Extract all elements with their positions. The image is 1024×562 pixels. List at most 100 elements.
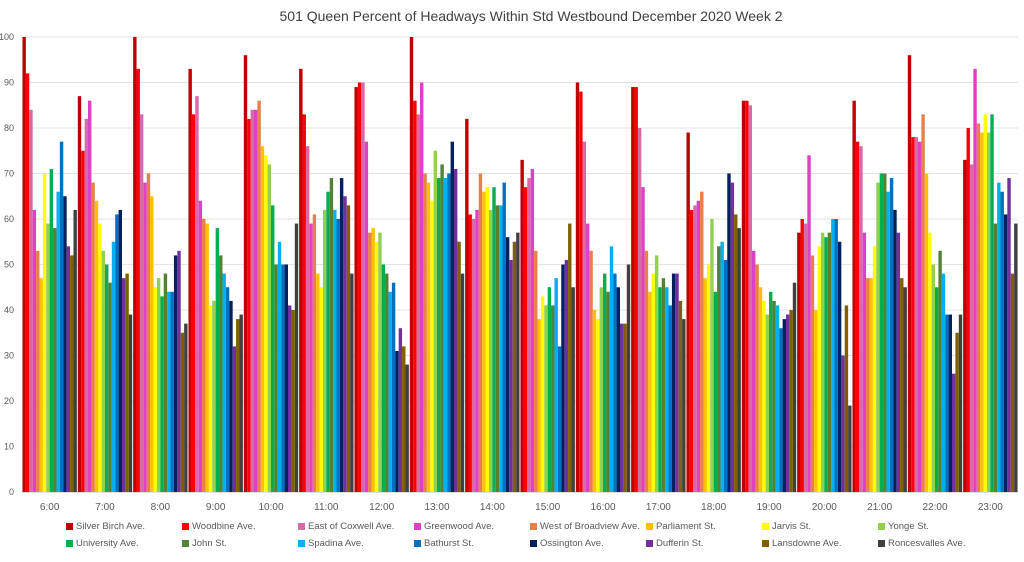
bar	[976, 123, 981, 492]
x-tick-label: 12:00	[369, 502, 394, 513]
bar	[900, 278, 904, 492]
bar	[413, 100, 417, 492]
bar	[509, 259, 513, 492]
bar	[807, 155, 811, 493]
bar	[264, 155, 268, 493]
bar	[782, 319, 786, 492]
bar	[49, 168, 54, 492]
y-tick-label: 80	[4, 123, 14, 133]
bar	[482, 191, 486, 492]
bar	[938, 250, 942, 492]
y-tick-label: 90	[4, 78, 14, 88]
y-tick-label: 70	[4, 169, 14, 179]
legend-item: East of Coxwell Ave.	[298, 521, 414, 532]
bar	[896, 232, 901, 492]
bars	[22, 37, 1018, 493]
bar	[596, 319, 600, 492]
bar	[772, 300, 776, 492]
bar	[568, 223, 572, 493]
bar	[678, 300, 683, 492]
bar	[354, 87, 358, 493]
bar	[693, 205, 697, 492]
bar	[188, 68, 192, 492]
bar	[641, 187, 645, 492]
bar	[824, 237, 828, 492]
bar	[339, 178, 344, 493]
bar	[554, 278, 558, 492]
legend-swatch	[66, 523, 73, 530]
legend-item: Bathurst St.	[414, 538, 530, 549]
bar	[557, 346, 562, 492]
bar	[523, 187, 528, 492]
bar	[762, 300, 766, 492]
bar	[247, 118, 251, 493]
legend-item: Woodbine Ave.	[182, 521, 298, 532]
bar	[502, 182, 506, 492]
legend-label: University Ave.	[76, 538, 139, 549]
bar	[1014, 223, 1018, 493]
bar	[889, 178, 894, 493]
bar	[385, 273, 389, 492]
legend-item: West of Broadview Ave.	[530, 521, 646, 532]
bar	[623, 323, 627, 492]
bar	[488, 209, 493, 492]
bar	[36, 250, 40, 492]
legend-item: Roncesvalles Ave.	[878, 538, 994, 549]
x-tick-label: 19:00	[756, 502, 781, 513]
bar	[814, 310, 818, 492]
bar	[105, 264, 109, 492]
bar	[928, 232, 932, 492]
bar	[575, 82, 580, 492]
bar	[350, 273, 354, 492]
bar	[966, 128, 970, 492]
bar	[948, 314, 952, 492]
bar	[291, 310, 295, 492]
bar	[993, 223, 998, 493]
legend-item: John St.	[182, 538, 298, 549]
bar	[800, 219, 804, 492]
bar	[626, 264, 631, 492]
bar	[170, 291, 174, 492]
x-axis: 6:00 7:00 8:00 9:00 10:00 11:00 12:00 13:00 14:0…	[40, 502, 1003, 513]
legend-item: Dufferin St.	[646, 538, 762, 549]
bar	[495, 205, 500, 492]
bar	[817, 246, 821, 492]
bar	[215, 228, 220, 492]
x-tick-label: 6:00	[40, 502, 60, 513]
bar	[631, 87, 635, 493]
legend-item: Parliament St.	[646, 521, 762, 532]
bar	[997, 182, 1001, 492]
bar	[675, 273, 679, 492]
bar	[797, 232, 801, 492]
bar	[921, 114, 925, 492]
bar	[77, 96, 82, 493]
bar	[471, 219, 476, 492]
bar	[886, 191, 890, 492]
bar	[374, 241, 379, 492]
bar	[876, 182, 880, 492]
bar	[475, 209, 479, 492]
x-tick-label: 21:00	[867, 502, 892, 513]
bar	[346, 205, 351, 492]
bar	[468, 214, 472, 492]
bar	[720, 241, 724, 492]
bar	[765, 314, 769, 492]
bar	[98, 223, 102, 493]
bar	[257, 100, 261, 492]
bar	[661, 278, 666, 492]
legend-label: Spadina Ave.	[308, 538, 364, 549]
bar	[837, 241, 842, 492]
legend-swatch	[646, 540, 653, 547]
bar	[564, 259, 569, 492]
legend-item: Yonge St.	[878, 521, 994, 532]
x-tick-label: 17:00	[646, 502, 671, 513]
bar	[827, 232, 832, 492]
bar	[46, 223, 50, 493]
bar	[63, 196, 67, 492]
x-tick-label: 23:00	[978, 502, 1003, 513]
bar	[277, 241, 282, 492]
bar	[1000, 191, 1004, 492]
bar	[416, 114, 420, 492]
bar	[769, 291, 773, 492]
bar	[212, 300, 216, 492]
